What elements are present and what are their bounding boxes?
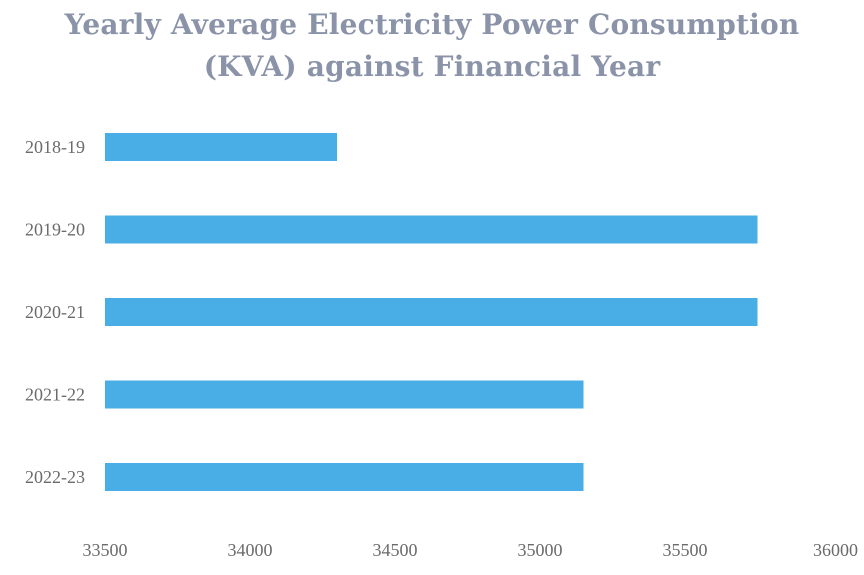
x-tick-label-35500: 35500: [663, 540, 708, 560]
x-tick-label-36000: 36000: [813, 540, 858, 560]
y-tick-label-2020-21: 2020-21: [25, 302, 85, 322]
y-tick-label-2021-22: 2021-22: [25, 385, 85, 405]
y-tick-label-2022-23: 2022-23: [25, 467, 85, 487]
x-tick-label-33500: 33500: [83, 540, 128, 560]
bar-2020-21: [105, 298, 758, 326]
y-tick-label-2019-20: 2019-20: [25, 220, 85, 240]
bar-2021-22: [105, 381, 584, 409]
y-tick-label-2018-19: 2018-19: [25, 137, 85, 157]
x-tick-label-35000: 35000: [518, 540, 563, 560]
bar-2022-23: [105, 463, 584, 491]
bar-2018-19: [105, 133, 337, 161]
x-tick-label-34000: 34000: [228, 540, 273, 560]
bar-2019-20: [105, 216, 758, 244]
x-tick-label-34500: 34500: [373, 540, 418, 560]
